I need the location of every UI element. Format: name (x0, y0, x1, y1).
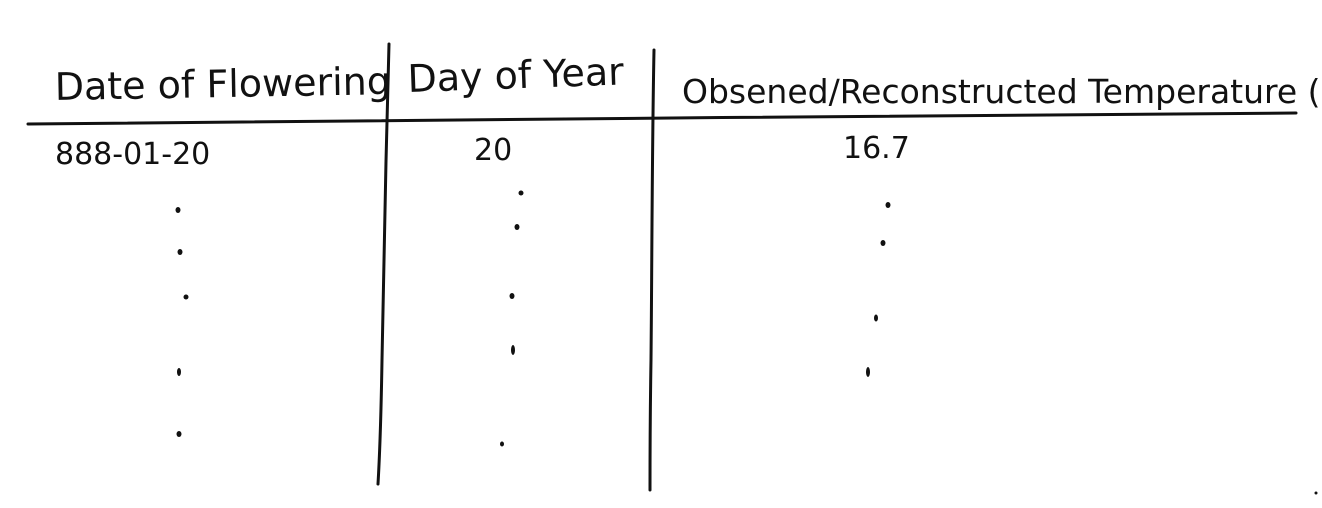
header-day-of-year: Day of Year (407, 49, 625, 101)
column-divider-2 (648, 48, 656, 492)
cell-day-of-year: 20 (474, 133, 512, 168)
header-date-of-flowering: Date of Flowering (54, 59, 391, 109)
cell-date: 888-01-20 (55, 137, 210, 172)
header-temperature: Obsened/Reconstructed Temperature (°C) (682, 72, 1322, 111)
cell-temperature: 16.7 (843, 131, 910, 166)
continuation-dots-date (175, 207, 189, 437)
continuation-dots-day (500, 190, 524, 447)
continuation-dots-temperature (866, 202, 891, 377)
speck (1314, 491, 1318, 495)
header-rule (26, 111, 1298, 126)
column-divider-1 (376, 42, 391, 486)
